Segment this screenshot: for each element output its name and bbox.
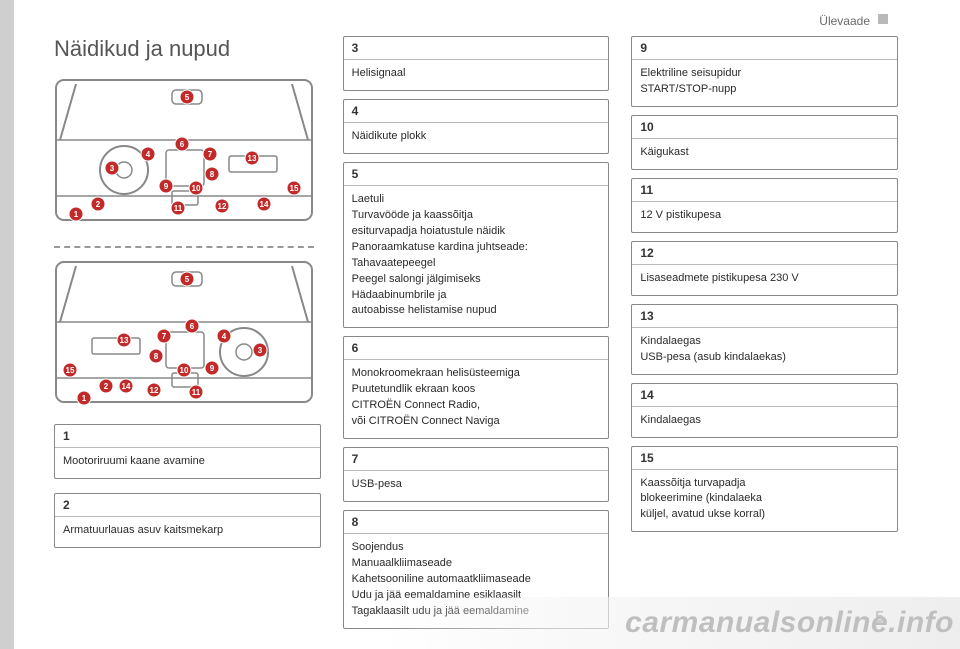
item-box-2: 2 Armatuurlauas asuv kaitsmekarp — [54, 493, 321, 548]
item-text: Elektriline seisupidur START/STOP-nupp — [640, 66, 889, 98]
column-2: 3 Helisignaal 4 Näidikute plokk 5 Laetuli Tur… — [343, 36, 610, 609]
column-3: 9 Elektriline seisupidur START/STOP-nupp 1… — [631, 36, 898, 609]
item-box-3: 3 Helisignaal — [343, 36, 610, 91]
item-number: 9 — [640, 41, 889, 55]
item-box-5: 5 Laetuli Turvavööde ja kaassõitja esitur… — [343, 162, 610, 329]
svg-text:2: 2 — [104, 382, 109, 391]
svg-text:9: 9 — [210, 364, 215, 373]
section-marker — [878, 14, 888, 24]
item-number: 13 — [640, 309, 889, 323]
item-box-12: 12 Lisaseadmete pistikupesa 230 V — [631, 241, 898, 296]
item-box-6: 6 Monokroomekraan helisüsteemiga Puutetun… — [343, 336, 610, 439]
svg-text:7: 7 — [162, 332, 167, 341]
item-text: 12 V pistikupesa — [640, 208, 889, 224]
svg-text:13: 13 — [248, 154, 257, 163]
item-box-15: 15 Kaassõitja turvapadja blokeerimine (ki… — [631, 446, 898, 533]
svg-text:10: 10 — [192, 184, 201, 193]
item-text: Näidikute plokk — [352, 129, 601, 145]
item-number: 12 — [640, 246, 889, 260]
item-text: Mootoriruumi kaane avamine — [63, 454, 312, 470]
svg-text:15: 15 — [66, 366, 75, 375]
item-text: Armatuurlauas asuv kaitsmekarp — [63, 523, 312, 539]
dashboard-illustration-rhd: 5 6 7 4 13 3 8 10 9 15 2 14 1 12 11 — [54, 258, 314, 418]
svg-text:8: 8 — [154, 352, 159, 361]
svg-text:4: 4 — [222, 332, 227, 341]
item-text: Monokroomekraan helisüsteemiga Puutetund… — [352, 366, 601, 430]
svg-text:8: 8 — [210, 170, 215, 179]
item-box-13: 13 Kindalaegas USB-pesa (asub kindalaekas… — [631, 304, 898, 375]
item-text: Kindalaegas USB-pesa (asub kindalaekas) — [640, 334, 889, 366]
svg-text:9: 9 — [164, 182, 169, 191]
item-number: 1 — [63, 429, 312, 443]
item-box-7: 7 USB-pesa — [343, 447, 610, 502]
svg-text:1: 1 — [82, 394, 87, 403]
item-number: 7 — [352, 452, 601, 466]
dash-separator — [54, 246, 314, 248]
item-number: 3 — [352, 41, 601, 55]
item-box-4: 4 Näidikute plokk — [343, 99, 610, 154]
page-title: Näidikud ja nupud — [54, 36, 321, 62]
svg-text:10: 10 — [180, 366, 189, 375]
item-number: 2 — [63, 498, 312, 512]
svg-text:6: 6 — [180, 140, 185, 149]
item-text: Kindalaegas — [640, 413, 889, 429]
item-box-11: 11 12 V pistikupesa — [631, 178, 898, 233]
item-text: Kaassõitja turvapadja blokeerimine (kind… — [640, 476, 889, 524]
item-number: 8 — [352, 515, 601, 529]
svg-text:15: 15 — [290, 184, 299, 193]
svg-text:6: 6 — [190, 322, 195, 331]
svg-text:4: 4 — [146, 150, 151, 159]
section-label: Ülevaade — [819, 14, 870, 28]
item-box-1: 1 Mootoriruumi kaane avamine — [54, 424, 321, 479]
svg-text:12: 12 — [218, 202, 227, 211]
item-box-9: 9 Elektriline seisupidur START/STOP-nupp — [631, 36, 898, 107]
svg-text:5: 5 — [185, 93, 190, 102]
svg-text:2: 2 — [96, 200, 101, 209]
svg-text:7: 7 — [208, 150, 213, 159]
dashboard-illustration-lhd: 564713389101521111214 — [54, 76, 314, 236]
svg-text:11: 11 — [174, 204, 183, 213]
item-text: USB-pesa — [352, 477, 601, 493]
svg-text:14: 14 — [260, 200, 269, 209]
item-box-14: 14 Kindalaegas — [631, 383, 898, 438]
svg-text:3: 3 — [258, 346, 263, 355]
item-box-10: 10 Käigukast — [631, 115, 898, 170]
item-text: Lisaseadmete pistikupesa 230 V — [640, 271, 889, 287]
item-number: 6 — [352, 341, 601, 355]
svg-text:13: 13 — [120, 336, 129, 345]
svg-text:11: 11 — [192, 388, 201, 397]
item-text: Laetuli Turvavööde ja kaassõitja esiturv… — [352, 192, 601, 320]
item-number: 14 — [640, 388, 889, 402]
svg-text:3: 3 — [110, 164, 115, 173]
svg-text:12: 12 — [150, 386, 159, 395]
item-number: 4 — [352, 104, 601, 118]
item-number: 5 — [352, 167, 601, 181]
left-margin-strip — [0, 0, 14, 649]
item-number: 11 — [640, 183, 889, 197]
svg-text:5: 5 — [185, 275, 190, 284]
item-text: Käigukast — [640, 145, 889, 161]
watermark: carmanualsonline.info — [380, 597, 960, 649]
svg-text:14: 14 — [122, 382, 131, 391]
item-number: 10 — [640, 120, 889, 134]
item-text: Helisignaal — [352, 66, 601, 82]
item-number: 15 — [640, 451, 889, 465]
svg-text:1: 1 — [74, 210, 79, 219]
